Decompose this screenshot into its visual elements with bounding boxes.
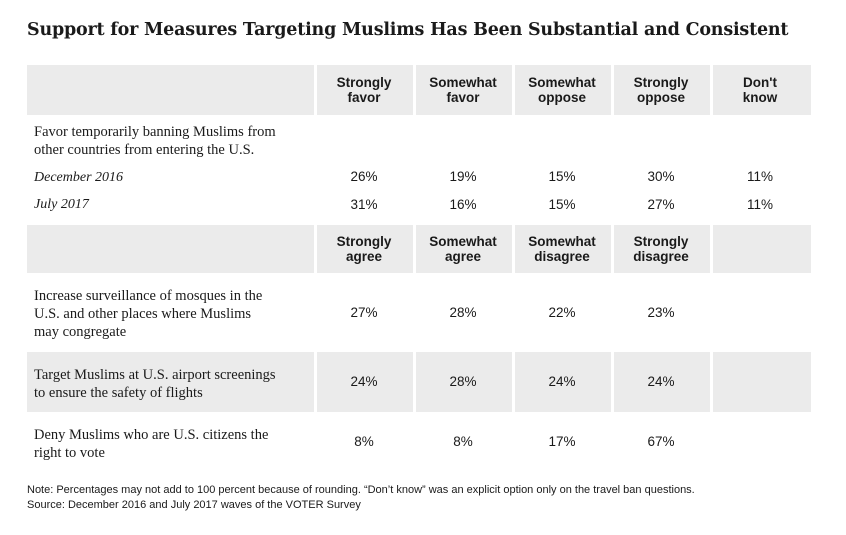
- column-header-somewhat-disagree: Somewhat disagree: [528, 234, 596, 264]
- footnote: Note: Percentages may not add to 100 per…: [27, 484, 695, 496]
- cell-value: 15%: [548, 169, 576, 184]
- row-band-airport: [27, 352, 811, 412]
- column-separator: [611, 65, 614, 115]
- column-separator: [413, 225, 416, 273]
- column-header-somewhat-favor: Somewhat favor: [429, 75, 497, 105]
- column-separator: [710, 352, 713, 412]
- column-separator: [710, 225, 713, 273]
- column-header-somewhat-agree: Somewhat agree: [429, 234, 497, 264]
- column-separator: [512, 225, 515, 273]
- row-label-july-2017: July 2017: [34, 197, 89, 212]
- cell-value: 27%: [350, 305, 378, 320]
- cell-value: 30%: [647, 169, 675, 184]
- column-separator: [413, 352, 416, 412]
- column-header-somewhat-oppose: Somewhat oppose: [528, 75, 596, 105]
- column-header-strongly-disagree: Strongly disagree: [633, 234, 689, 264]
- cell-value: 26%: [350, 169, 378, 184]
- header-band-1: [27, 65, 811, 115]
- row-label-surveillance: Increase surveillance of mosques in the …: [34, 288, 263, 340]
- cell-value: 23%: [647, 305, 675, 320]
- header-band-2: [27, 225, 811, 273]
- cell-value: 16%: [449, 197, 477, 212]
- row-label-travel-ban: Favor temporarily banning Muslims from ot…: [34, 124, 276, 158]
- column-separator: [314, 352, 317, 412]
- cell-value: 31%: [350, 197, 378, 212]
- column-separator: [512, 352, 515, 412]
- cell-value: 17%: [548, 434, 576, 449]
- column-separator: [413, 65, 416, 115]
- cell-value: 11%: [746, 169, 774, 184]
- column-separator: [611, 225, 614, 273]
- column-header-strongly-agree: Strongly agree: [336, 234, 392, 264]
- column-separator: [314, 65, 317, 115]
- column-separator: [710, 65, 713, 115]
- column-header-strongly-favor: Strongly favor: [336, 75, 392, 105]
- cell-value: 19%: [449, 169, 477, 184]
- cell-value: 8%: [354, 434, 374, 449]
- cell-value: 27%: [647, 197, 675, 212]
- row-label-december-2016: December 2016: [34, 170, 124, 185]
- cell-value: 22%: [548, 305, 576, 320]
- cell-value: 67%: [647, 434, 675, 449]
- cell-value: 28%: [449, 374, 477, 389]
- column-header-strongly-oppose: Strongly oppose: [633, 75, 689, 105]
- cell-value: 15%: [548, 197, 576, 212]
- page-title: Support for Measures Targeting Muslims H…: [27, 20, 789, 40]
- column-separator: [314, 225, 317, 273]
- cell-value: 24%: [350, 374, 378, 389]
- cell-value: 8%: [453, 434, 473, 449]
- row-label-airport-screening: Target Muslims at U.S. airport screening…: [34, 367, 276, 401]
- cell-value: 24%: [647, 374, 675, 389]
- column-header-dont-know: Don't know: [742, 75, 778, 105]
- column-separator: [512, 65, 515, 115]
- cell-value: 24%: [548, 374, 576, 389]
- row-label-deny-vote: Deny Muslims who are U.S. citizens the r…: [34, 427, 269, 461]
- column-separator: [611, 352, 614, 412]
- cell-value: 28%: [449, 305, 477, 320]
- cell-value: 11%: [746, 197, 774, 212]
- source-note: Source: December 2016 and July 2017 wave…: [27, 499, 361, 511]
